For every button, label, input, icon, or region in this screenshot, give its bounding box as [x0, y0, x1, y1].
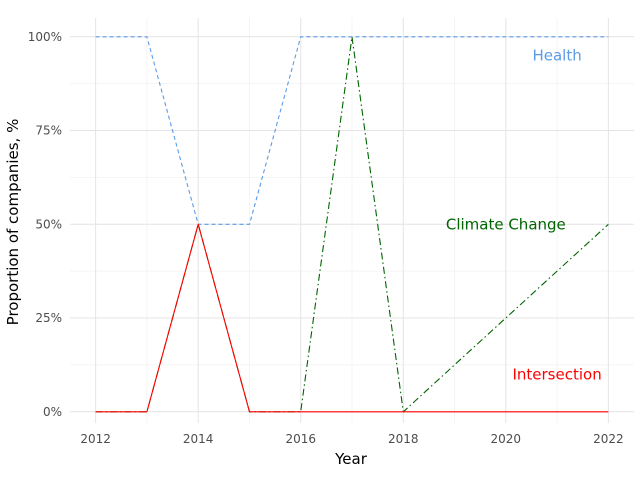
series-line-intersection: [95, 223, 609, 413]
x-tick-label: 2012: [80, 432, 111, 446]
series-label-health: Health: [532, 47, 581, 65]
x-tick-label: 2020: [491, 432, 522, 446]
y-tick-label: 0%: [43, 405, 62, 419]
x-axis-ticks: 2012 2014 2016 2018 2020 2022: [80, 432, 623, 446]
x-axis-title: Year: [334, 450, 368, 468]
x-tick-label: 2016: [285, 432, 316, 446]
series-label-climate-change: Climate Change: [446, 215, 566, 233]
series-label-intersection: Intersection: [512, 365, 601, 383]
x-tick-label: 2014: [183, 432, 214, 446]
y-tick-label: 75%: [35, 124, 62, 138]
x-tick-label: 2018: [388, 432, 419, 446]
series-lines: [95, 36, 609, 413]
series-line-health: [95, 36, 609, 225]
major-gridlines: [70, 18, 634, 423]
minor-gridlines: [70, 18, 634, 423]
y-axis-title: Proportion of companies, %: [4, 119, 22, 326]
y-tick-label: 25%: [35, 311, 62, 325]
y-tick-label: 100%: [28, 30, 62, 44]
series-annotations: Health Climate Change Intersection: [446, 47, 602, 384]
y-tick-label: 50%: [35, 217, 62, 231]
y-axis-ticks: 0% 25% 50% 75% 100%: [28, 30, 62, 419]
x-tick-label: 2022: [593, 432, 624, 446]
